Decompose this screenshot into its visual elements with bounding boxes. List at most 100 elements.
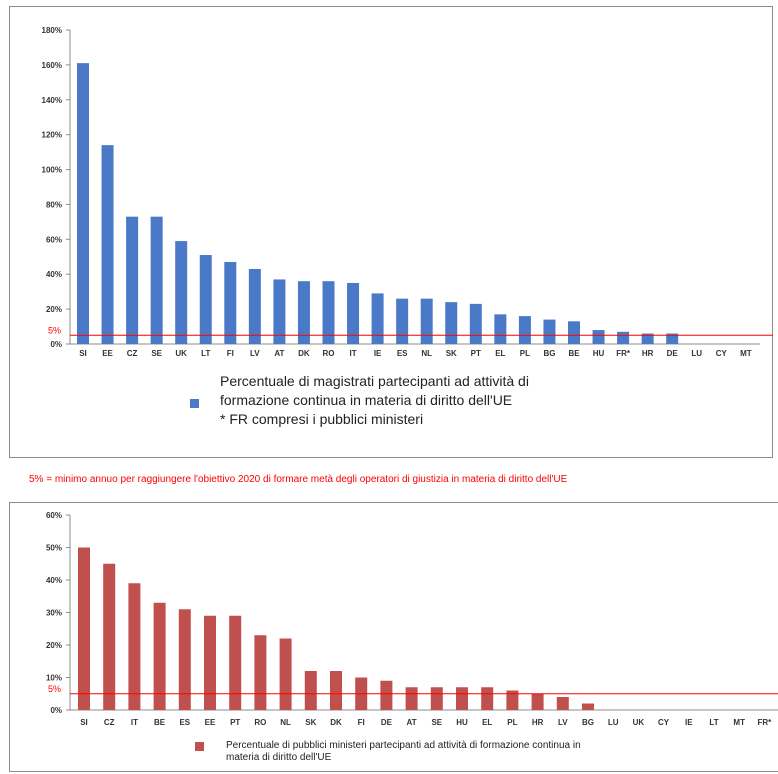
x-tick-label: SK <box>305 718 316 727</box>
y-tick-label: 180% <box>42 26 62 35</box>
x-tick-label: EL <box>482 718 492 727</box>
x-tick-label: RO <box>323 349 335 358</box>
x-tick-label: FR* <box>758 718 773 727</box>
x-tick-label: FI <box>358 718 365 727</box>
x-tick-label: DE <box>667 349 679 358</box>
x-tick-label: SK <box>446 349 457 358</box>
bar-at <box>273 279 286 344</box>
bar-ro <box>254 635 267 710</box>
bar-lv <box>248 268 261 344</box>
bar-lt <box>199 255 212 344</box>
y-tick-label: 20% <box>46 305 62 314</box>
bar-sk <box>445 302 458 344</box>
x-tick-label: BG <box>582 718 594 727</box>
x-tick-label: LV <box>250 349 260 358</box>
bar-de <box>666 333 679 344</box>
legend-line: Percentuale di magistrati partecipanti a… <box>220 373 529 389</box>
bar-hu <box>592 330 605 344</box>
bar-cz <box>103 563 116 710</box>
bar-pl <box>518 316 531 344</box>
x-tick-label: CZ <box>104 718 115 727</box>
legend-swatch-prosecutors <box>195 742 204 751</box>
y-tick-label: 0% <box>50 706 62 715</box>
bar-bg <box>543 319 556 344</box>
threshold-label: 5% <box>48 325 61 335</box>
y-tick-label: 120% <box>42 131 62 140</box>
x-tick-label: LT <box>201 349 210 358</box>
legend-line: formazione continua in materia di diritt… <box>220 392 513 408</box>
bar-it <box>347 282 360 344</box>
bar-nl <box>279 638 292 710</box>
x-tick-label: EE <box>102 349 113 358</box>
x-tick-label: PT <box>230 718 240 727</box>
bar-hr <box>531 693 544 710</box>
legend-text-prosecutors: Percentuale di pubblici ministeri partec… <box>226 740 581 764</box>
x-tick-label: SE <box>431 718 442 727</box>
x-tick-label: AT <box>274 349 284 358</box>
x-tick-label: EE <box>205 718 216 727</box>
y-tick-label: 100% <box>42 166 62 175</box>
bar-it <box>128 583 141 710</box>
legend-line: * FR compresi i pubblici ministeri <box>220 411 424 427</box>
legend-judges: Percentuale di magistrati partecipanti a… <box>190 372 529 429</box>
x-tick-label: DK <box>330 718 342 727</box>
bar-es <box>178 609 191 710</box>
bar-el <box>481 687 494 710</box>
y-tick-label: 30% <box>46 609 62 618</box>
legend-swatch-judges <box>190 399 199 408</box>
x-tick-label: MT <box>733 718 745 727</box>
x-tick-label: DE <box>381 718 393 727</box>
y-tick-label: 60% <box>46 511 62 520</box>
bar-dk <box>330 671 342 710</box>
bar-ee <box>101 145 114 344</box>
bar-se <box>430 687 443 710</box>
x-tick-label: CY <box>716 349 728 358</box>
x-tick-label: IE <box>685 718 693 727</box>
x-tick-label: IT <box>131 718 138 727</box>
bar-es <box>396 298 409 344</box>
y-tick-label: 140% <box>42 96 62 105</box>
bar-cz <box>126 216 139 344</box>
y-tick-label: 60% <box>46 235 62 244</box>
y-tick-label: 50% <box>46 544 62 553</box>
bar-ro <box>322 281 335 344</box>
x-tick-label: LU <box>691 349 702 358</box>
bar-el <box>494 314 507 344</box>
x-tick-label: PT <box>471 349 481 358</box>
x-tick-label: HR <box>532 718 544 727</box>
legend-prosecutors: Percentuale di pubblici ministeri partec… <box>195 740 581 764</box>
bar-pt <box>229 615 242 710</box>
bar-pl <box>506 690 519 710</box>
legend-text-judges: Percentuale di magistrati partecipanti a… <box>220 372 529 429</box>
x-tick-label: SI <box>80 718 88 727</box>
bar-pt <box>469 303 482 344</box>
x-tick-label: BE <box>154 718 166 727</box>
bar-si <box>77 63 89 345</box>
x-tick-label: DK <box>298 349 310 358</box>
y-tick-label: 40% <box>46 270 62 279</box>
x-tick-label: HU <box>593 349 605 358</box>
x-tick-label: IT <box>349 349 356 358</box>
bar-hr <box>641 333 654 344</box>
x-tick-label: IE <box>374 349 382 358</box>
x-tick-label: ES <box>179 718 190 727</box>
y-tick-label: 40% <box>46 576 62 585</box>
x-tick-label: MT <box>740 349 752 358</box>
threshold-note: 5% = minimo annuo per raggiungere l'obie… <box>29 474 568 485</box>
bar-at <box>405 687 418 710</box>
legend-line: Percentuale di pubblici ministeri partec… <box>226 740 581 751</box>
x-tick-label: ES <box>397 349 408 358</box>
x-tick-label: CZ <box>127 349 138 358</box>
bar-de <box>380 680 393 710</box>
x-tick-label: NL <box>421 349 432 358</box>
y-tick-label: 20% <box>46 641 62 650</box>
x-tick-label: SE <box>151 349 162 358</box>
bar-nl <box>420 298 433 344</box>
x-tick-label: LV <box>558 718 568 727</box>
bar-bg <box>582 703 594 710</box>
bar-be <box>153 602 166 710</box>
bar-be <box>568 321 580 344</box>
bar-sk <box>304 671 317 710</box>
